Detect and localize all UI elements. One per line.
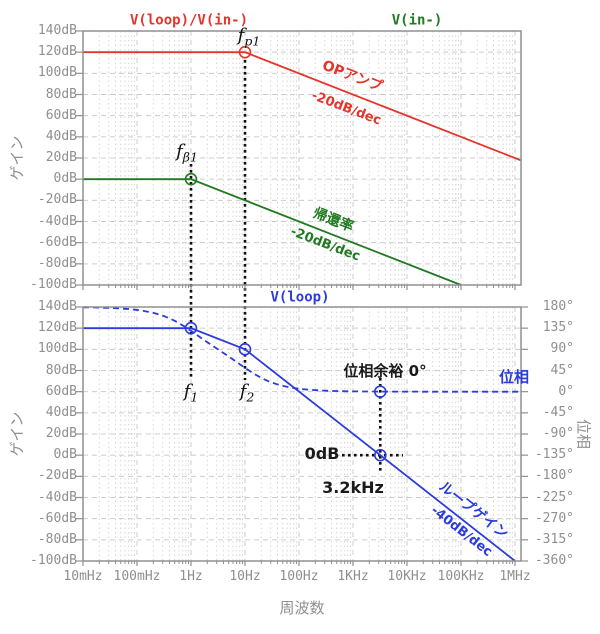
- y-tick-gain-bottom: -80dB: [37, 531, 77, 547]
- y-tick-gain-bottom: 60dB: [45, 383, 77, 399]
- trace-title-vin: V(in-): [391, 12, 443, 29]
- annotation-zero-db: 0dB: [304, 444, 340, 464]
- marker-0db-crossover: [373, 448, 387, 462]
- y-tick-gain-bottom: -40dB: [37, 489, 77, 505]
- y-tick-gain-top: 100dB: [37, 65, 77, 81]
- marker-fp1: [238, 45, 252, 59]
- y-tick-gain-bottom: 120dB: [37, 320, 77, 336]
- y-tick-gain-bottom: -60dB: [37, 510, 77, 526]
- y-tick-gain-bottom: 0dB: [53, 447, 77, 463]
- y-tick-gain-bottom: -20dB: [37, 468, 77, 484]
- y-tick-phase: -135°: [534, 447, 574, 463]
- y-tick-phase: 180°: [542, 299, 574, 314]
- y-tick-gain-top: -100dB: [30, 277, 77, 292]
- marker-f2: [238, 343, 252, 356]
- annotation-phase-margin: 位相余裕 0°: [343, 361, 427, 380]
- y-axis-label-gain-top: ゲイン: [7, 135, 26, 181]
- marker-fb1: [184, 172, 198, 186]
- y-tick-gain-top: 140dB: [37, 23, 77, 38]
- y-tick-gain-bottom: 100dB: [37, 341, 77, 357]
- y-tick-gain-bottom: -100dB: [30, 553, 77, 568]
- f2-base: f: [239, 380, 247, 402]
- y-tick-phase: -225°: [534, 489, 574, 505]
- y-axis-label-gain-bottom: ゲイン: [7, 411, 26, 457]
- y-tick-phase: -315°: [534, 531, 574, 547]
- breakpoint-label-f1: f1: [183, 380, 199, 405]
- y-tick-gain-bottom: 80dB: [45, 362, 77, 378]
- y-tick-gain-top: -60dB: [37, 234, 77, 250]
- x-tick-frequency: 1KHz: [337, 569, 369, 584]
- x-tick-frequency: 100KHz: [437, 569, 485, 584]
- fb1-sub: β1: [182, 149, 198, 165]
- pole-label-fb1: fβ1: [176, 140, 198, 165]
- x-tick-frequency: 100Hz: [279, 569, 319, 584]
- y-tick-phase: 45°: [550, 362, 574, 378]
- y-tick-gain-top: 120dB: [37, 44, 77, 60]
- y-tick-phase: -45°: [542, 404, 574, 420]
- trace-title-vloop-vin: V(loop)/V(in-): [129, 12, 249, 29]
- y-tick-phase: -180°: [534, 468, 574, 484]
- fp1-sub: p1: [244, 33, 261, 49]
- y-tick-gain-bottom: 20dB: [45, 426, 77, 441]
- y-tick-gain-top: 0dB: [53, 171, 77, 187]
- y-tick-phase: 0°: [558, 383, 574, 399]
- y-tick-gain-bottom: 40dB: [45, 404, 77, 420]
- breakpoint-label-f2: f2: [239, 380, 255, 405]
- curve-loop-gain: [83, 327, 516, 562]
- y-tick-gain-top: -40dB: [37, 213, 77, 229]
- fb1-base: f: [176, 140, 183, 162]
- x-tick-frequency: 100mHz: [113, 569, 161, 584]
- x-tick-frequency: 1MHz: [499, 569, 531, 584]
- y-axis-label-phase: 位相: [574, 418, 593, 450]
- y-tick-gain-top: 60dB: [45, 107, 77, 123]
- x-tick-frequency: 1Hz: [179, 569, 203, 584]
- f2-sub: 2: [246, 389, 255, 405]
- f1-sub: 1: [190, 389, 199, 405]
- x-tick-frequency: 10Hz: [229, 569, 261, 584]
- y-tick-phase: 90°: [550, 341, 574, 357]
- y-tick-phase: 135°: [542, 320, 574, 336]
- y-tick-phase: -90°: [542, 426, 574, 441]
- f1-base: f: [183, 380, 191, 402]
- marker-f1: [184, 321, 198, 335]
- y-tick-phase: -270°: [534, 510, 574, 526]
- x-axis-label-frequency: 周波数: [279, 598, 325, 617]
- trace-title-vloop: V(loop): [270, 289, 330, 306]
- y-tick-gain-top: 40dB: [45, 128, 77, 144]
- annotation-phase-curve: 位相: [498, 367, 530, 386]
- curve-loop-phase: [83, 306, 521, 393]
- y-tick-phase: -360°: [534, 553, 574, 568]
- curve-feedback-ratio: [83, 178, 462, 286]
- y-tick-gain-top: 20dB: [45, 150, 77, 165]
- marker-phase-margin: [373, 385, 387, 398]
- curve-opamp-gain: [83, 51, 522, 162]
- y-tick-gain-bottom: 140dB: [37, 299, 77, 314]
- y-tick-gain-top: -80dB: [37, 255, 77, 271]
- x-tick-frequency: 10mHz: [63, 569, 103, 584]
- y-tick-gain-top: 80dB: [45, 86, 77, 102]
- y-tick-gain-top: -20dB: [37, 192, 77, 208]
- pole-label-fp1: fp1: [237, 24, 261, 49]
- fp1-base: f: [237, 24, 245, 46]
- annotation-crossover-frequency: 3.2kHz: [322, 478, 384, 498]
- x-tick-frequency: 10KHz: [387, 569, 427, 584]
